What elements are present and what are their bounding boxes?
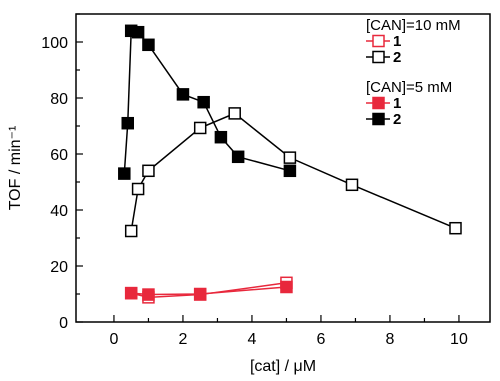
series-layer bbox=[118, 24, 462, 304]
series-line bbox=[131, 282, 287, 299]
y-tick-label: 20 bbox=[50, 259, 68, 276]
data-point bbox=[193, 121, 207, 135]
series-1 bbox=[124, 107, 462, 238]
data-point bbox=[193, 287, 207, 301]
data-point bbox=[449, 221, 462, 235]
y-tick-label: 100 bbox=[41, 35, 68, 52]
data-point bbox=[197, 95, 210, 109]
legend-marker bbox=[372, 34, 385, 48]
x-tick-label: 8 bbox=[385, 331, 394, 348]
data-point bbox=[280, 280, 293, 294]
legend-label: 2 bbox=[393, 111, 401, 128]
data-point bbox=[228, 107, 241, 120]
legend-label: 2 bbox=[393, 49, 401, 66]
data-point bbox=[231, 150, 245, 164]
y-axis-ticks: 0 20 40 60 80 100 bbox=[41, 13, 83, 332]
x-tick-label: 0 bbox=[109, 331, 118, 348]
x-axis-title: [cat] / μM bbox=[250, 358, 316, 375]
y-tick-label: 60 bbox=[50, 147, 68, 164]
series-line bbox=[123, 29, 291, 174]
x-axis-ticks: 0 2 4 6 8 10 bbox=[109, 315, 468, 348]
data-point bbox=[124, 224, 138, 238]
legend-group-title: [CAN]=10 mM bbox=[366, 17, 461, 34]
data-point bbox=[131, 25, 145, 39]
data-point bbox=[131, 182, 145, 196]
y-tick-label: 0 bbox=[59, 315, 68, 332]
legend-label: 1 bbox=[393, 33, 401, 50]
x-tick-label: 10 bbox=[450, 331, 468, 348]
legend-marker bbox=[372, 50, 385, 64]
data-point bbox=[118, 167, 131, 180]
series-2 bbox=[124, 280, 293, 301]
data-point bbox=[176, 88, 190, 101]
data-point bbox=[121, 116, 134, 130]
data-point bbox=[214, 130, 228, 144]
x-tick-label: 6 bbox=[316, 331, 325, 348]
x-tick-label: 2 bbox=[178, 331, 187, 348]
series-3 bbox=[118, 24, 297, 180]
legend-marker bbox=[372, 96, 385, 110]
data-point bbox=[283, 151, 297, 164]
y-axis-title: TOF / min⁻¹ bbox=[7, 126, 24, 211]
legend-marker bbox=[372, 112, 385, 126]
data-point bbox=[345, 178, 359, 192]
data-point bbox=[142, 288, 155, 301]
x-tick-label: 4 bbox=[247, 331, 256, 348]
series-line bbox=[131, 286, 287, 296]
plot-border bbox=[75, 13, 491, 323]
data-point bbox=[124, 286, 138, 300]
plot-frame bbox=[75, 13, 491, 323]
y-tick-label: 40 bbox=[50, 203, 68, 220]
data-point bbox=[142, 38, 155, 52]
legend-label: 1 bbox=[393, 95, 401, 112]
y-tick-label: 80 bbox=[50, 91, 68, 108]
legend-group-title: [CAN]=5 mM bbox=[366, 79, 452, 96]
data-point bbox=[142, 164, 155, 178]
data-point bbox=[283, 164, 297, 178]
